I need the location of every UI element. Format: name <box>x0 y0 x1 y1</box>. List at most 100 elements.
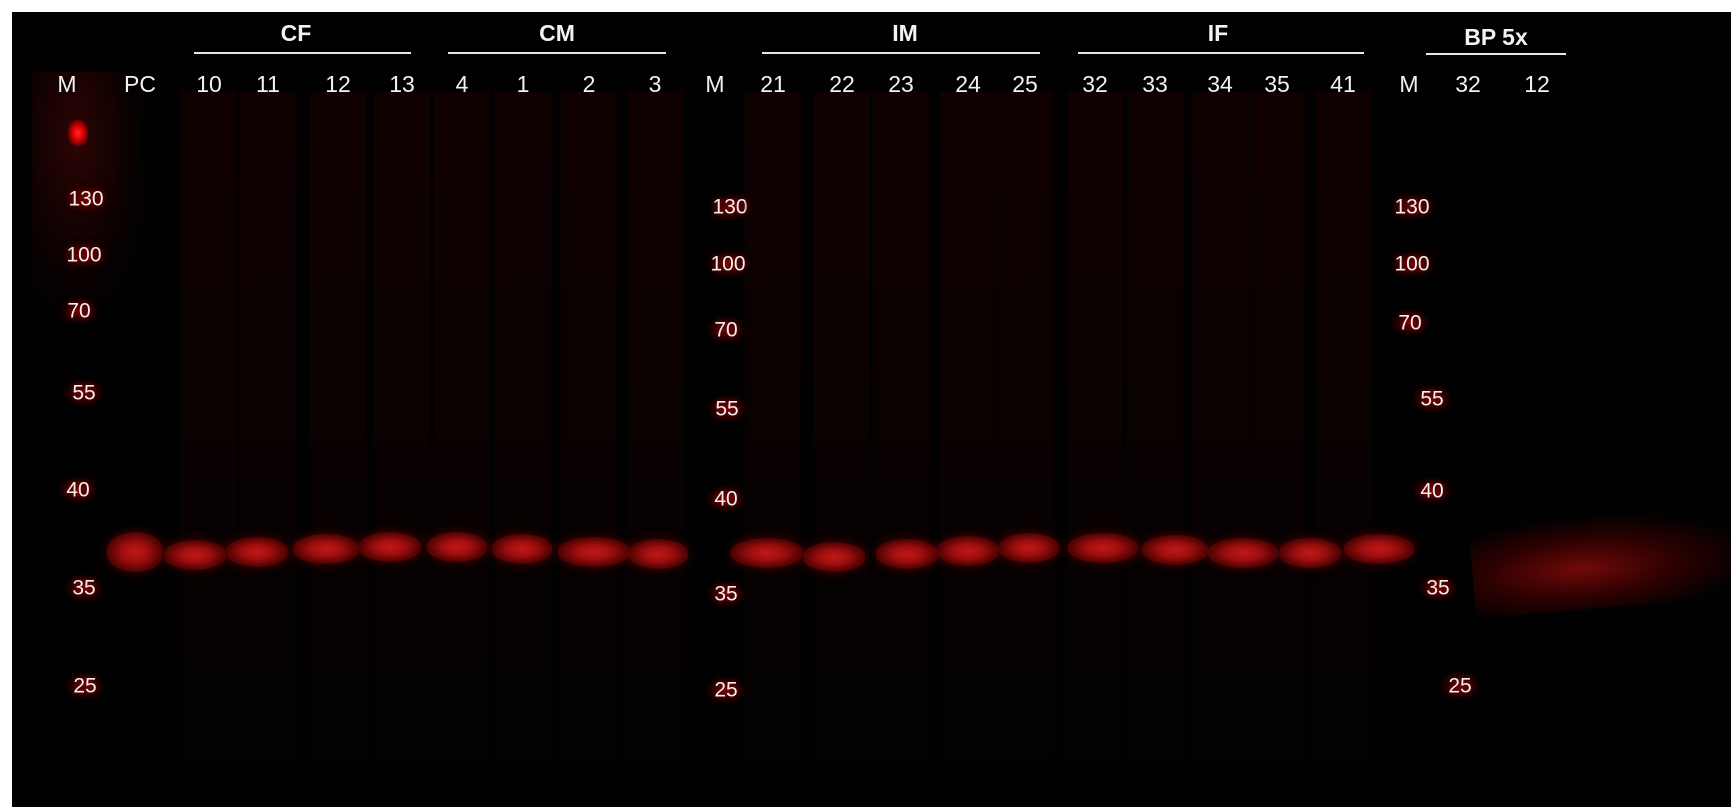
ladder-band-glow <box>706 677 746 703</box>
lane-streak <box>240 92 296 792</box>
ladder-band-glow <box>1392 194 1432 220</box>
ladder-band-glow <box>706 317 746 343</box>
group-underline-if <box>1078 52 1364 54</box>
lane-label: 33 <box>1142 71 1168 97</box>
ladder-label: 40 <box>714 487 738 511</box>
ladder-label: 25 <box>73 674 97 698</box>
ladder-band-glow <box>708 251 748 277</box>
ladder-band-glow <box>707 396 747 422</box>
lane-streak <box>627 92 683 792</box>
band <box>427 532 487 562</box>
lane-label: 34 <box>1207 71 1233 97</box>
ladder-band-glow <box>1412 386 1452 412</box>
ladder-label: 100 <box>66 243 102 267</box>
lane-streak <box>814 92 870 792</box>
lane-label: 24 <box>955 71 981 97</box>
ladder-band-glow <box>1390 310 1430 336</box>
lane-streak <box>310 92 366 792</box>
ladder-label: 35 <box>714 582 738 606</box>
band <box>1068 533 1138 563</box>
ladder-label: 35 <box>72 576 96 600</box>
lane-streak <box>997 92 1053 792</box>
band <box>999 533 1059 563</box>
bp-lane-smear <box>1468 505 1731 619</box>
band <box>731 538 803 568</box>
ladder-label: 130 <box>1394 195 1430 219</box>
band <box>1142 535 1208 565</box>
western-blot-image: CF CM IM IF BP 5x M PC 10 11 12 13 4 1 2… <box>12 12 1731 807</box>
lane-label: 12 <box>1524 71 1550 97</box>
ladder-band-glow <box>58 477 98 503</box>
group-label-if: IF <box>1207 20 1229 46</box>
lane-label: 22 <box>829 71 855 97</box>
group-underline-im <box>762 52 1040 54</box>
band <box>359 532 421 562</box>
ladder-label: 25 <box>714 678 738 702</box>
group-label-bp5x: BP 5x <box>1464 24 1528 50</box>
lane-streak <box>873 92 929 792</box>
ladder-band-glow <box>1392 251 1432 277</box>
lane-streak <box>181 92 237 792</box>
band <box>1344 534 1414 564</box>
band <box>876 539 938 569</box>
lane-streak <box>1192 92 1248 792</box>
ladder-band-glow <box>64 380 104 406</box>
ladder-label: 25 <box>1448 674 1472 698</box>
lane-label: 32 <box>1082 71 1108 97</box>
band <box>164 540 226 570</box>
lane-streak <box>940 92 996 792</box>
lane-label: 21 <box>760 71 786 97</box>
lane-streak <box>1127 92 1183 792</box>
lane-streak <box>1315 92 1371 792</box>
lane-label: 41 <box>1330 71 1356 97</box>
ladder-band-glow <box>1418 575 1458 601</box>
lane-label-pc: PC <box>124 71 156 97</box>
band <box>293 534 359 564</box>
band <box>1208 538 1278 568</box>
lane-label: 35 <box>1264 71 1290 97</box>
ladder-label: 70 <box>714 318 738 342</box>
lane-label: 3 <box>648 71 662 97</box>
group-underline-cm <box>448 52 666 54</box>
lane-label: 2 <box>582 71 596 97</box>
lane-label-marker-1: M <box>57 71 77 97</box>
band-pc <box>107 532 163 572</box>
lane-label: 10 <box>196 71 222 97</box>
group-underline-cf <box>194 52 411 54</box>
ladder-label: 130 <box>68 187 104 211</box>
lane-streak <box>1067 92 1123 792</box>
group-label-cm: CM <box>539 20 575 46</box>
ladder-label: 40 <box>66 478 90 502</box>
ladder-band-glow <box>59 298 99 324</box>
ladder-band-glow <box>710 194 750 220</box>
lane-label: 13 <box>389 71 415 97</box>
ladder-label: 100 <box>710 252 746 276</box>
group-label-cf: CF <box>280 20 312 46</box>
lane-label: 1 <box>516 71 530 97</box>
image-top-border <box>12 0 1731 12</box>
lane-label: 4 <box>455 71 469 97</box>
ladder-band-glow <box>706 486 746 512</box>
lane-streak <box>745 92 801 792</box>
ladder-label: 55 <box>72 381 96 405</box>
band <box>937 536 999 566</box>
marker-well-spot <box>68 120 88 146</box>
lane-label-marker-3: M <box>1399 71 1419 97</box>
ladder-label: 100 <box>1394 252 1430 276</box>
band <box>628 539 688 569</box>
lane-label-marker-2: M <box>705 71 725 97</box>
ladder-band-glow <box>66 186 106 212</box>
ladder-band-glow <box>706 581 746 607</box>
ladder-band-glow <box>64 575 104 601</box>
lane-streak <box>434 92 490 792</box>
ladder-label: 70 <box>1398 311 1422 335</box>
ladder-band-glow <box>1440 673 1480 699</box>
band <box>803 542 865 572</box>
band <box>492 534 552 564</box>
ladder-label: 70 <box>67 299 91 323</box>
group-underline-bp5x <box>1426 53 1566 55</box>
ladder-label: 35 <box>1426 576 1450 600</box>
lane-streak <box>374 92 430 792</box>
lane-streak <box>495 92 551 792</box>
band <box>226 537 288 567</box>
